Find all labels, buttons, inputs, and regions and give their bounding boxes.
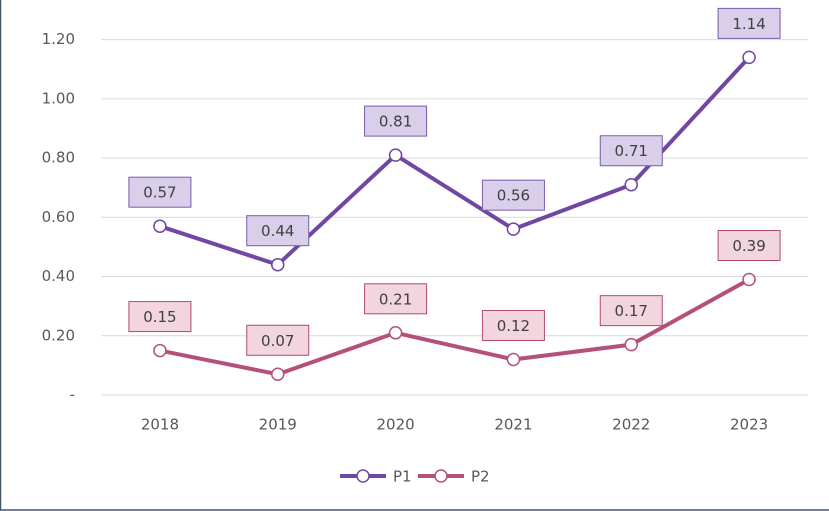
data-label: 0.12 xyxy=(497,317,530,335)
data-label-box xyxy=(364,105,428,137)
data-label-box xyxy=(717,7,781,39)
data-label-box xyxy=(128,176,192,208)
data-point xyxy=(153,343,167,358)
data-point xyxy=(153,219,167,233)
data-point xyxy=(624,177,638,192)
data-label-box xyxy=(364,283,428,315)
y-tick-label: 0.40 xyxy=(42,267,75,285)
x-tick-label: 2020 xyxy=(376,416,414,434)
legend-label: P1 xyxy=(393,468,412,486)
legend-label: P2 xyxy=(471,468,490,486)
data-label: 0.15 xyxy=(143,308,176,326)
data-point xyxy=(506,222,521,236)
data-label-box xyxy=(128,301,192,333)
data-label: 0.71 xyxy=(615,142,648,160)
data-label-box xyxy=(717,230,781,261)
series-line xyxy=(159,277,751,377)
data-label: 0.17 xyxy=(615,302,648,320)
data-point xyxy=(271,257,285,272)
data-point xyxy=(624,337,638,352)
data-label-box xyxy=(246,215,310,247)
legend-marker xyxy=(356,469,370,483)
data-label: 0.56 xyxy=(497,187,530,205)
x-tick-label: 2022 xyxy=(612,416,650,434)
x-tick-label: 2019 xyxy=(259,416,297,434)
data-point xyxy=(271,367,285,382)
y-tick-label: 0.20 xyxy=(42,326,75,344)
data-label: 0.39 xyxy=(732,237,765,255)
data-label: 0.07 xyxy=(261,332,294,350)
data-label-box xyxy=(246,324,310,356)
y-tick-label: 0.60 xyxy=(42,208,75,226)
legend-marker xyxy=(434,469,448,483)
y-tick-label: 1.20 xyxy=(42,30,75,48)
data-label: 0.21 xyxy=(379,290,412,308)
data-label: 0.57 xyxy=(143,184,176,202)
data-label-box xyxy=(599,295,663,327)
x-tick-label: 2021 xyxy=(494,416,532,434)
data-point xyxy=(742,50,756,65)
data-label-box xyxy=(481,179,545,211)
data-label: 0.44 xyxy=(261,222,294,240)
data-point xyxy=(506,352,521,367)
data-label: 0.81 xyxy=(379,113,412,131)
x-tick-label: 2023 xyxy=(730,416,768,434)
y-tick-label: - xyxy=(70,386,75,404)
data-point xyxy=(388,148,403,162)
data-point xyxy=(388,326,403,340)
data-label-box xyxy=(481,309,545,341)
data-label-box xyxy=(599,135,663,167)
data-label: 1.14 xyxy=(732,15,765,33)
y-tick-label: 1.00 xyxy=(42,89,75,107)
data-point xyxy=(742,272,756,287)
y-tick-label: 0.80 xyxy=(42,149,75,167)
x-tick-label: 2018 xyxy=(141,416,179,434)
